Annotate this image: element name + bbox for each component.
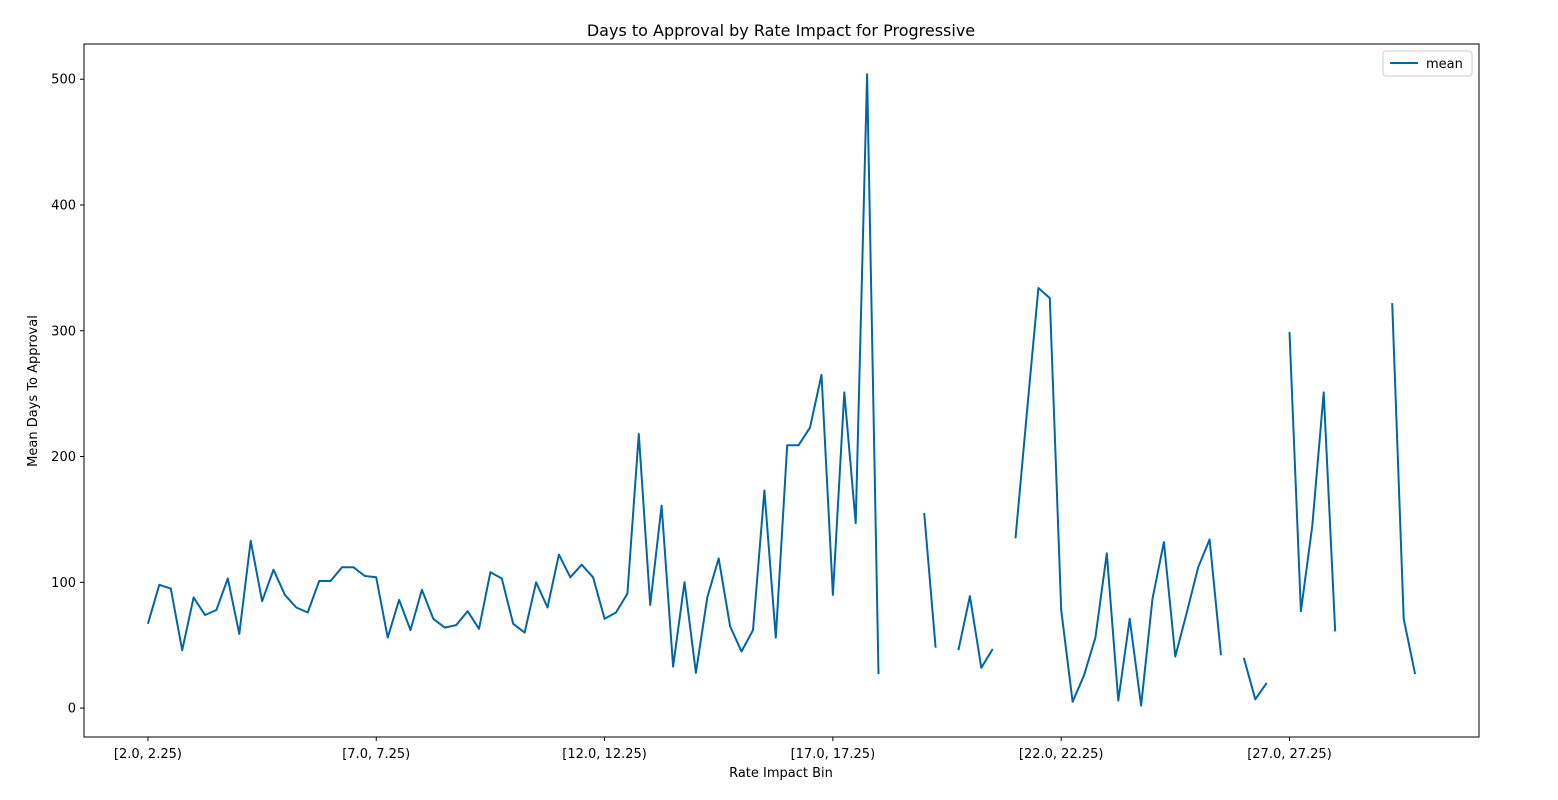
x-tick-label: [17.0, 17.25) bbox=[791, 747, 876, 762]
x-tick-label: [12.0, 12.25) bbox=[562, 747, 647, 762]
y-tick-label: 0 bbox=[68, 702, 76, 717]
series-line-mean bbox=[1288, 331, 1337, 632]
y-tick-label: 400 bbox=[51, 198, 76, 213]
legend-label: mean bbox=[1426, 57, 1463, 72]
legend-box bbox=[1382, 50, 1473, 77]
series-line-mean bbox=[1014, 287, 1222, 707]
y-tick-label: 100 bbox=[51, 576, 76, 591]
series-line-mean bbox=[146, 73, 880, 675]
y-tick-label: 200 bbox=[51, 450, 76, 465]
y-axis: 0 100 200 300 400 500 bbox=[51, 73, 84, 717]
legend: mean bbox=[1382, 50, 1473, 77]
x-axis-label: Rate Impact Bin bbox=[729, 766, 833, 781]
series-line-mean bbox=[1242, 657, 1268, 701]
x-tick-label: [7.0, 7.25) bbox=[342, 747, 410, 762]
series-line-mean bbox=[923, 513, 937, 648]
chart-title: Days to Approval by Rate Impact for Prog… bbox=[587, 21, 975, 40]
x-tick-label: [2.0, 2.25) bbox=[114, 747, 182, 762]
plot-area-frame bbox=[83, 43, 1480, 738]
series-layer bbox=[146, 73, 1417, 707]
x-tick-label: [22.0, 22.25) bbox=[1019, 747, 1104, 762]
series-line-mean bbox=[957, 595, 994, 669]
y-tick-label: 300 bbox=[51, 324, 76, 339]
series-line-mean bbox=[1391, 303, 1417, 675]
y-axis-label: Mean Days To Approval bbox=[26, 315, 41, 467]
x-axis: [2.0, 2.25) [7.0, 7.25) [12.0, 12.25) [17.0… bbox=[114, 737, 1332, 762]
y-tick-label: 500 bbox=[51, 73, 76, 88]
x-tick-label: [27.0, 27.25) bbox=[1247, 747, 1332, 762]
